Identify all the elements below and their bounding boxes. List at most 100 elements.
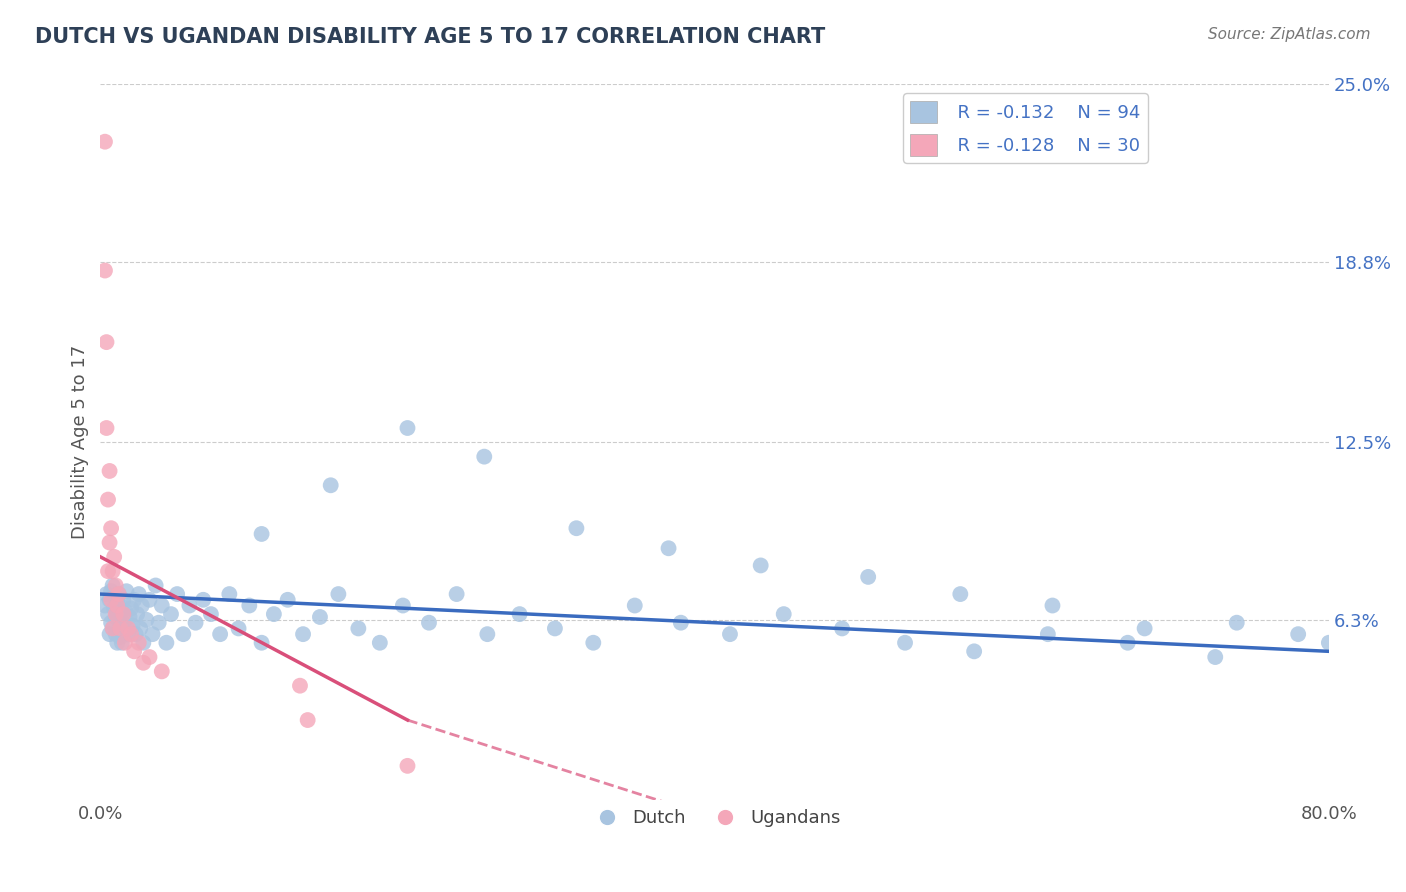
Point — [856, 570, 879, 584]
Point — [97, 564, 120, 578]
Point — [263, 607, 285, 621]
Point — [150, 599, 173, 613]
Point — [105, 636, 128, 650]
Point — [94, 263, 117, 277]
Point — [97, 607, 120, 621]
Point — [128, 636, 150, 650]
Point — [477, 627, 499, 641]
Point — [749, 558, 772, 573]
Point — [319, 478, 342, 492]
Point — [101, 578, 124, 592]
Point — [121, 618, 143, 632]
Point — [115, 622, 138, 636]
Point — [347, 622, 370, 636]
Point — [135, 613, 157, 627]
Point — [894, 636, 917, 650]
Point — [1286, 627, 1309, 641]
Point — [132, 656, 155, 670]
Point — [179, 599, 201, 613]
Point — [1317, 636, 1340, 650]
Point — [112, 607, 135, 621]
Point — [122, 592, 145, 607]
Point — [160, 607, 183, 621]
Point — [103, 549, 125, 564]
Point — [297, 713, 319, 727]
Point — [128, 587, 150, 601]
Point — [1116, 636, 1139, 650]
Point — [94, 135, 117, 149]
Point — [100, 592, 122, 607]
Point — [110, 622, 132, 636]
Point — [172, 627, 194, 641]
Point — [98, 627, 121, 641]
Point — [98, 464, 121, 478]
Point — [114, 636, 136, 650]
Point — [105, 599, 128, 613]
Point — [418, 615, 440, 630]
Point — [118, 610, 141, 624]
Point — [132, 636, 155, 650]
Point — [1042, 599, 1064, 613]
Point — [110, 630, 132, 644]
Point — [104, 607, 127, 621]
Point — [1133, 622, 1156, 636]
Point — [277, 592, 299, 607]
Point — [138, 650, 160, 665]
Point — [509, 607, 531, 621]
Point — [238, 599, 260, 613]
Point — [100, 584, 122, 599]
Point — [111, 636, 134, 650]
Point — [120, 601, 142, 615]
Point — [718, 627, 741, 641]
Point — [292, 627, 315, 641]
Point — [392, 599, 415, 613]
Point — [115, 584, 138, 599]
Point — [100, 521, 122, 535]
Point — [396, 421, 419, 435]
Point — [250, 527, 273, 541]
Point — [100, 615, 122, 630]
Point — [328, 587, 350, 601]
Point — [111, 604, 134, 618]
Point — [101, 564, 124, 578]
Point — [963, 644, 986, 658]
Point — [117, 622, 139, 636]
Point — [250, 636, 273, 650]
Point — [472, 450, 495, 464]
Point — [98, 592, 121, 607]
Point — [122, 644, 145, 658]
Point — [105, 596, 128, 610]
Text: Source: ZipAtlas.com: Source: ZipAtlas.com — [1208, 27, 1371, 42]
Y-axis label: Disability Age 5 to 17: Disability Age 5 to 17 — [72, 345, 89, 540]
Point — [150, 665, 173, 679]
Point — [94, 599, 117, 613]
Point — [544, 622, 567, 636]
Point — [104, 590, 127, 604]
Point — [112, 615, 135, 630]
Point — [309, 610, 332, 624]
Legend: Dutch, Ugandans: Dutch, Ugandans — [581, 802, 848, 834]
Point — [103, 601, 125, 615]
Point — [101, 622, 124, 636]
Point — [184, 615, 207, 630]
Point — [218, 587, 240, 601]
Point — [96, 335, 118, 350]
Point — [148, 615, 170, 630]
Point — [142, 627, 165, 641]
Point — [623, 599, 645, 613]
Point — [127, 607, 149, 621]
Point — [124, 627, 146, 641]
Point — [166, 587, 188, 601]
Point — [949, 587, 972, 601]
Point — [110, 599, 132, 613]
Point — [114, 604, 136, 618]
Point — [107, 587, 129, 601]
Point — [145, 578, 167, 592]
Point — [101, 622, 124, 636]
Point — [107, 587, 129, 601]
Point — [669, 615, 692, 630]
Point — [107, 613, 129, 627]
Point — [396, 759, 419, 773]
Point — [368, 636, 391, 650]
Point — [97, 492, 120, 507]
